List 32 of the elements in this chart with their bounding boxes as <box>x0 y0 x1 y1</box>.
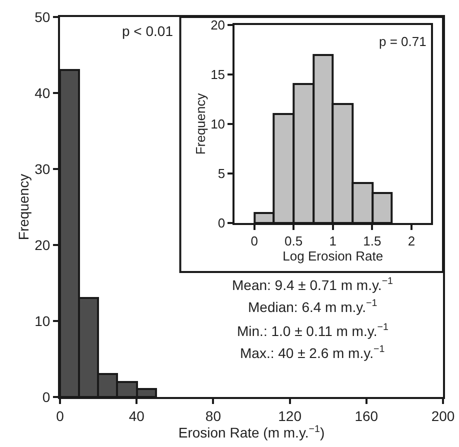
y-tick-label: 10 <box>34 312 50 329</box>
y-axis-title: Frequency <box>193 92 208 155</box>
annotation: Mean: 9.4 ± 0.71 m m.y.$^{−1}$ <box>232 276 393 293</box>
x-tick-label: 2 <box>408 234 416 249</box>
y-tick-label: 30 <box>34 160 50 177</box>
y-tick-label: 50 <box>34 8 50 25</box>
x-tick-label: 0 <box>56 408 64 424</box>
y-tick-label: 40 <box>34 84 50 101</box>
y-tick-label: 15 <box>210 67 226 82</box>
x-tick-label: 160 <box>354 408 378 424</box>
x-tick-label: 40 <box>128 408 145 424</box>
y-tick-label: 5 <box>218 166 226 182</box>
y-tick-label: 0 <box>218 216 226 231</box>
x-axis-title: Erosion Rate (m m.y.$^{−1}$) <box>178 424 325 441</box>
y-tick-label: 20 <box>34 236 50 253</box>
y-tick-label: 0 <box>42 388 50 405</box>
x-tick-label: 1.5 <box>363 234 382 249</box>
annotation: p < 0.01 <box>122 23 174 39</box>
annotation: p = 0.71 <box>379 34 426 49</box>
y-tick-label: 20 <box>210 18 226 33</box>
y-tick-label: 10 <box>210 116 226 132</box>
x-tick-label: 0.5 <box>284 234 303 249</box>
x-axis-title: Log Erosion Rate <box>282 248 384 264</box>
annotation: Min.: 1.0 ± 0.11 m m.y.$^{−1}$ <box>237 322 388 339</box>
y-axis-title: Frequency <box>16 174 32 240</box>
x-tick-label: 80 <box>205 408 222 424</box>
x-tick-label: 120 <box>278 408 302 424</box>
x-tick-label: 0 <box>250 234 258 249</box>
annotation: Median: 6.4 m m.y.$^{−1}$ <box>248 298 378 315</box>
x-tick-label: 1 <box>329 234 337 249</box>
x-tick-label: 200 <box>431 408 455 424</box>
annotation: Max.: 40 ± 2.6 m m.y.$^{−1}$ <box>240 344 385 361</box>
